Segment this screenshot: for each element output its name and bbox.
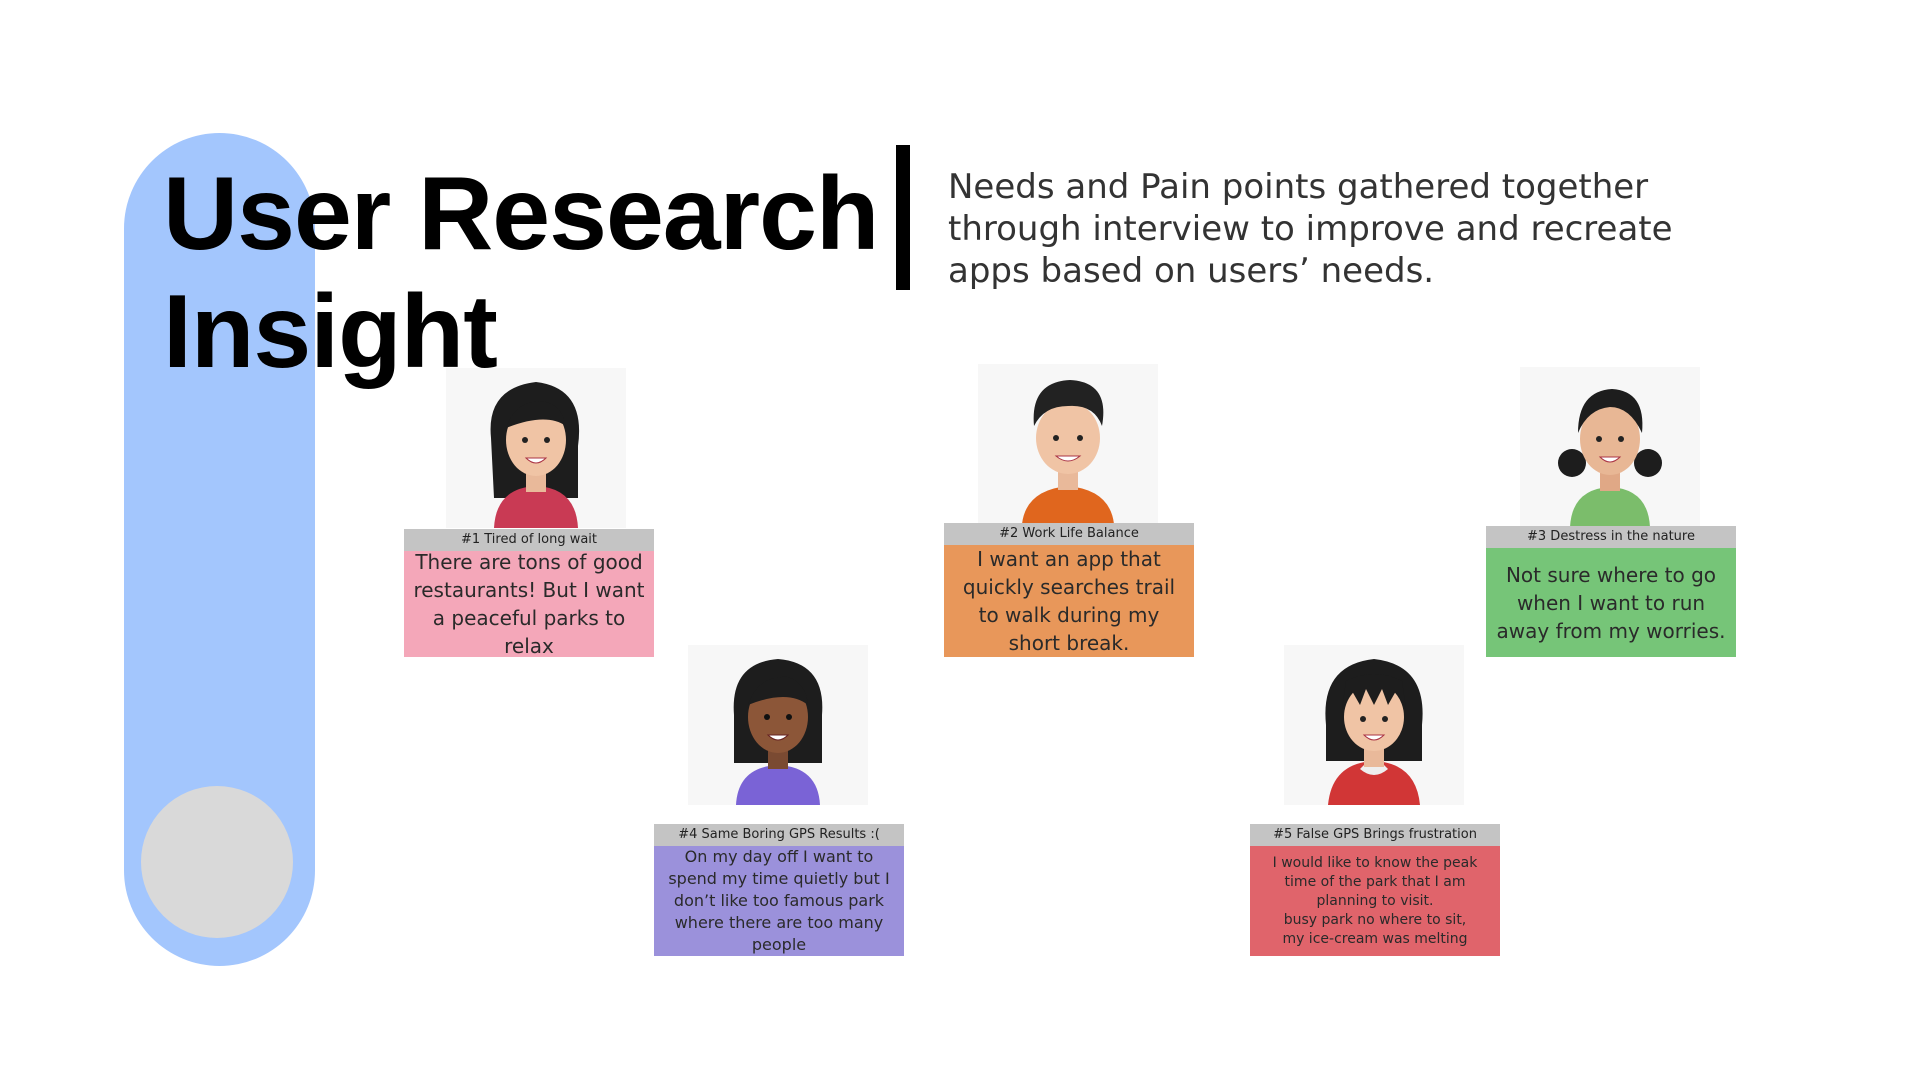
persona-quote-3: Not sure where to go when I want to run … [1486, 548, 1736, 657]
persona-tag-2: #2 Work Life Balance [944, 523, 1194, 545]
decorative-circle [141, 786, 293, 938]
persona-quote-text-4: On my day off I want to spend my time qu… [668, 847, 890, 954]
vertical-divider [896, 145, 910, 290]
persona-quote-4: On my day off I want to spend my time qu… [654, 846, 904, 956]
woman-red-top-avatar-icon [446, 368, 626, 528]
title-line-2: Insight [163, 274, 498, 390]
persona-quote-text-2: I want an app that quickly searches trai… [962, 547, 1176, 655]
slide-description: Needs and Pain points gathered together … [948, 167, 1673, 291]
persona-quote-text-5: I would like to know the peak time of th… [1272, 854, 1478, 947]
woman-green-top-avatar-icon [1520, 367, 1700, 527]
persona-tag-1: #1 Tired of long wait [404, 529, 654, 551]
man-orange-shirt-avatar-icon [978, 364, 1158, 524]
persona-tag-4: #4 Same Boring GPS Results :( [654, 824, 904, 846]
persona-tag-5: #5 False GPS Brings frustration [1250, 824, 1500, 846]
persona-quote-5: I would like to know the peak time of th… [1250, 846, 1500, 956]
woman-red-hoodie-avatar-icon [1284, 645, 1464, 805]
persona-quote-2: I want an app that quickly searches trai… [944, 545, 1194, 657]
page-title: User Research Insight [163, 155, 879, 391]
persona-quote-1: There are tons of good restaurants! But … [404, 550, 654, 658]
persona-quote-text-1: There are tons of good restaurants! But … [413, 550, 645, 658]
persona-tag-3: #3 Destress in the nature [1486, 526, 1736, 548]
persona-quote-text-3: Not sure where to go when I want to run … [1496, 562, 1726, 643]
woman-purple-top-avatar-icon [688, 645, 868, 805]
title-line-1: User Research [163, 156, 879, 272]
